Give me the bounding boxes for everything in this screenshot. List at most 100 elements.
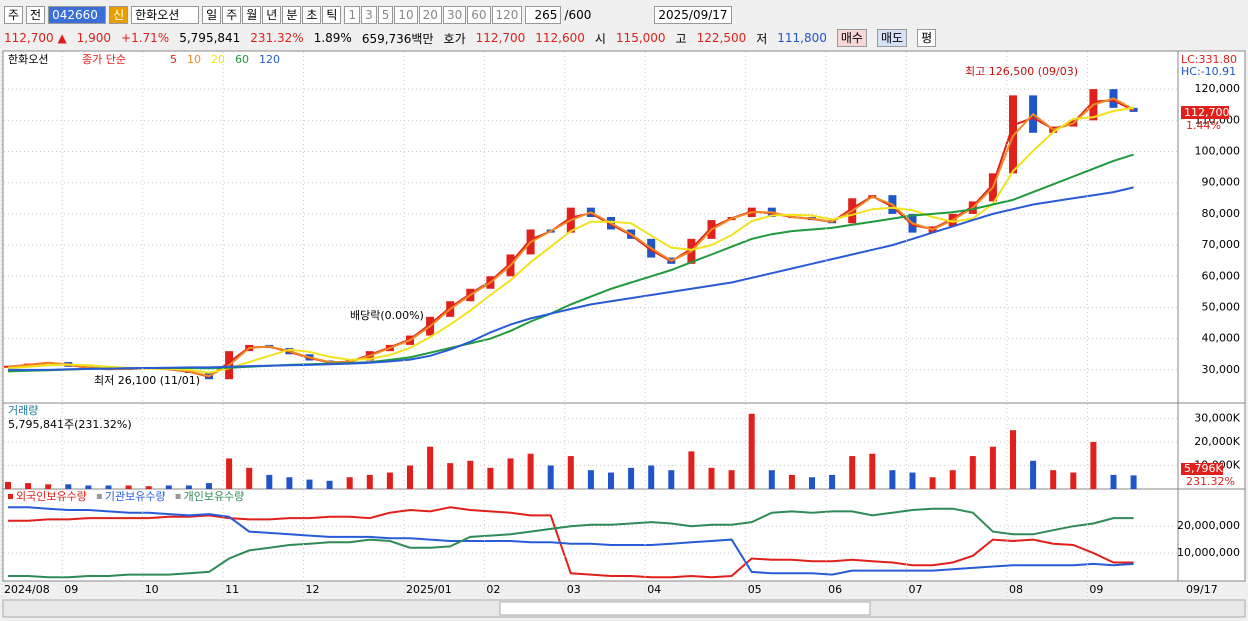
chart: 한화오션 종가 단순 거래량 5,795,841주(231.32%) 30,00…: [1, 50, 1246, 618]
volume-bar: [728, 470, 735, 489]
volume-bar: [25, 483, 32, 489]
volume-bar: [587, 470, 594, 489]
ma-line: [8, 186, 1134, 371]
volume-bar: [788, 474, 795, 489]
volume-bar: [366, 474, 373, 489]
x-tick-label: 2025/01: [406, 583, 452, 596]
volume-bar: [185, 485, 192, 489]
volume-bar: [527, 453, 534, 489]
volume-bar: [105, 485, 112, 489]
volume-bar: [768, 470, 775, 489]
volume-bar: [949, 470, 956, 489]
y-tick-label: 80,000: [1202, 207, 1241, 220]
legend-entry: 10: [187, 53, 201, 66]
volume-bar: [386, 472, 393, 489]
annotation: 최저 26,100 (11/01): [94, 374, 200, 387]
y-tick-label: 30,000K: [1194, 411, 1240, 424]
volume-bar: [989, 446, 996, 489]
volume-bar: [447, 463, 454, 489]
annotation: 최고 126,500 (09/03): [965, 65, 1078, 78]
volume-bar: [889, 470, 896, 489]
volume-bar: [246, 467, 253, 489]
interval-button[interactable]: 60: [467, 6, 491, 24]
x-tick-label: 10: [145, 583, 159, 596]
y-tick-label: 20,000,000: [1177, 519, 1240, 532]
max: /600: [564, 8, 592, 22]
last-rate: 231.32%: [1186, 475, 1235, 488]
volume-subtitle: 5,795,841주(231.32%): [8, 418, 132, 431]
volume-bar: [809, 477, 815, 489]
interval-button[interactable]: 20: [418, 6, 442, 24]
volume-bar: [165, 485, 172, 489]
volume-bar: [688, 451, 695, 489]
buy-button[interactable]: 매수: [836, 29, 867, 47]
interval-button[interactable]: 5: [377, 6, 394, 24]
legend-swatch: [8, 494, 13, 499]
last-label: 5,796K: [1184, 462, 1223, 475]
interval-button[interactable]: 3: [361, 6, 377, 24]
code[interactable]: 042660: [48, 6, 107, 24]
volume-bar: [1110, 474, 1117, 489]
amount: 659,736백만: [361, 31, 434, 46]
volume-bar: [85, 485, 92, 489]
volume-bar: [266, 474, 273, 489]
stock-name[interactable]: 한화오션: [131, 6, 200, 24]
volume-bar: [668, 470, 675, 489]
volume-bar: [567, 456, 574, 489]
last-rate: 1.44%: [1186, 119, 1221, 132]
period-button[interactable]: 일: [202, 6, 222, 24]
volume-bar: [286, 477, 293, 489]
volume-bar: [849, 456, 856, 489]
period-button[interactable]: 주: [222, 6, 242, 24]
market[interactable]: 주: [4, 6, 24, 24]
volume-bar: [869, 453, 876, 489]
interval-button[interactable]: 1: [344, 6, 361, 24]
y-tick-label: 60,000: [1202, 269, 1241, 282]
volume-bar: [628, 467, 635, 489]
interval-button[interactable]: 120: [491, 6, 523, 24]
vol-ratio: 231.32%: [250, 31, 304, 45]
ask: 112,700: [475, 31, 526, 45]
holding-line: [8, 507, 1134, 579]
count[interactable]: 265: [525, 6, 562, 24]
turnover: 1.89%: [313, 31, 352, 45]
volume: 5,795,841: [179, 31, 241, 45]
x-tick-label: 06: [828, 583, 842, 596]
period-button[interactable]: 분: [282, 6, 302, 24]
period-button[interactable]: 틱: [322, 6, 342, 24]
annotation: 배당락(0.00%): [350, 309, 424, 322]
low-label: 저: [756, 31, 768, 46]
volume-bar: [145, 486, 152, 489]
candle: [1009, 95, 1017, 174]
sell-button[interactable]: 매도: [876, 29, 908, 47]
side-label: LC:331.80: [1181, 53, 1237, 66]
legend-entry: 60: [235, 53, 249, 66]
period-button[interactable]: 년: [262, 6, 282, 24]
prev[interactable]: 전: [26, 6, 46, 24]
legend-entry: 기관보유수량: [105, 490, 166, 503]
volume-bar: [45, 484, 52, 489]
x-tick-label: 12: [306, 583, 320, 596]
period-button[interactable]: 초: [302, 6, 322, 24]
legend-entry: 5: [170, 53, 177, 66]
interval-button[interactable]: 30: [442, 6, 467, 24]
ma-line: [7, 97, 1135, 378]
x-end-label: 09/17: [1186, 583, 1218, 596]
period-button[interactable]: 월: [242, 6, 262, 24]
avg-button[interactable]: 평: [917, 29, 937, 47]
scroll-thumb[interactable]: [499, 601, 871, 616]
volume-bar: [487, 467, 494, 489]
interval-button[interactable]: 10: [394, 6, 418, 24]
volume-bar: [427, 446, 434, 489]
volume-bar: [748, 413, 755, 489]
volume-bar: [5, 481, 11, 489]
legend-label: 종가 단순: [82, 53, 126, 66]
volume-bar: [326, 480, 333, 489]
ma-line: [7, 106, 1134, 374]
volume-bar: [929, 477, 936, 489]
date[interactable]: 2025/09/17: [654, 6, 732, 24]
volume-title: 거래량: [8, 404, 38, 417]
volume-bar: [1030, 460, 1037, 489]
